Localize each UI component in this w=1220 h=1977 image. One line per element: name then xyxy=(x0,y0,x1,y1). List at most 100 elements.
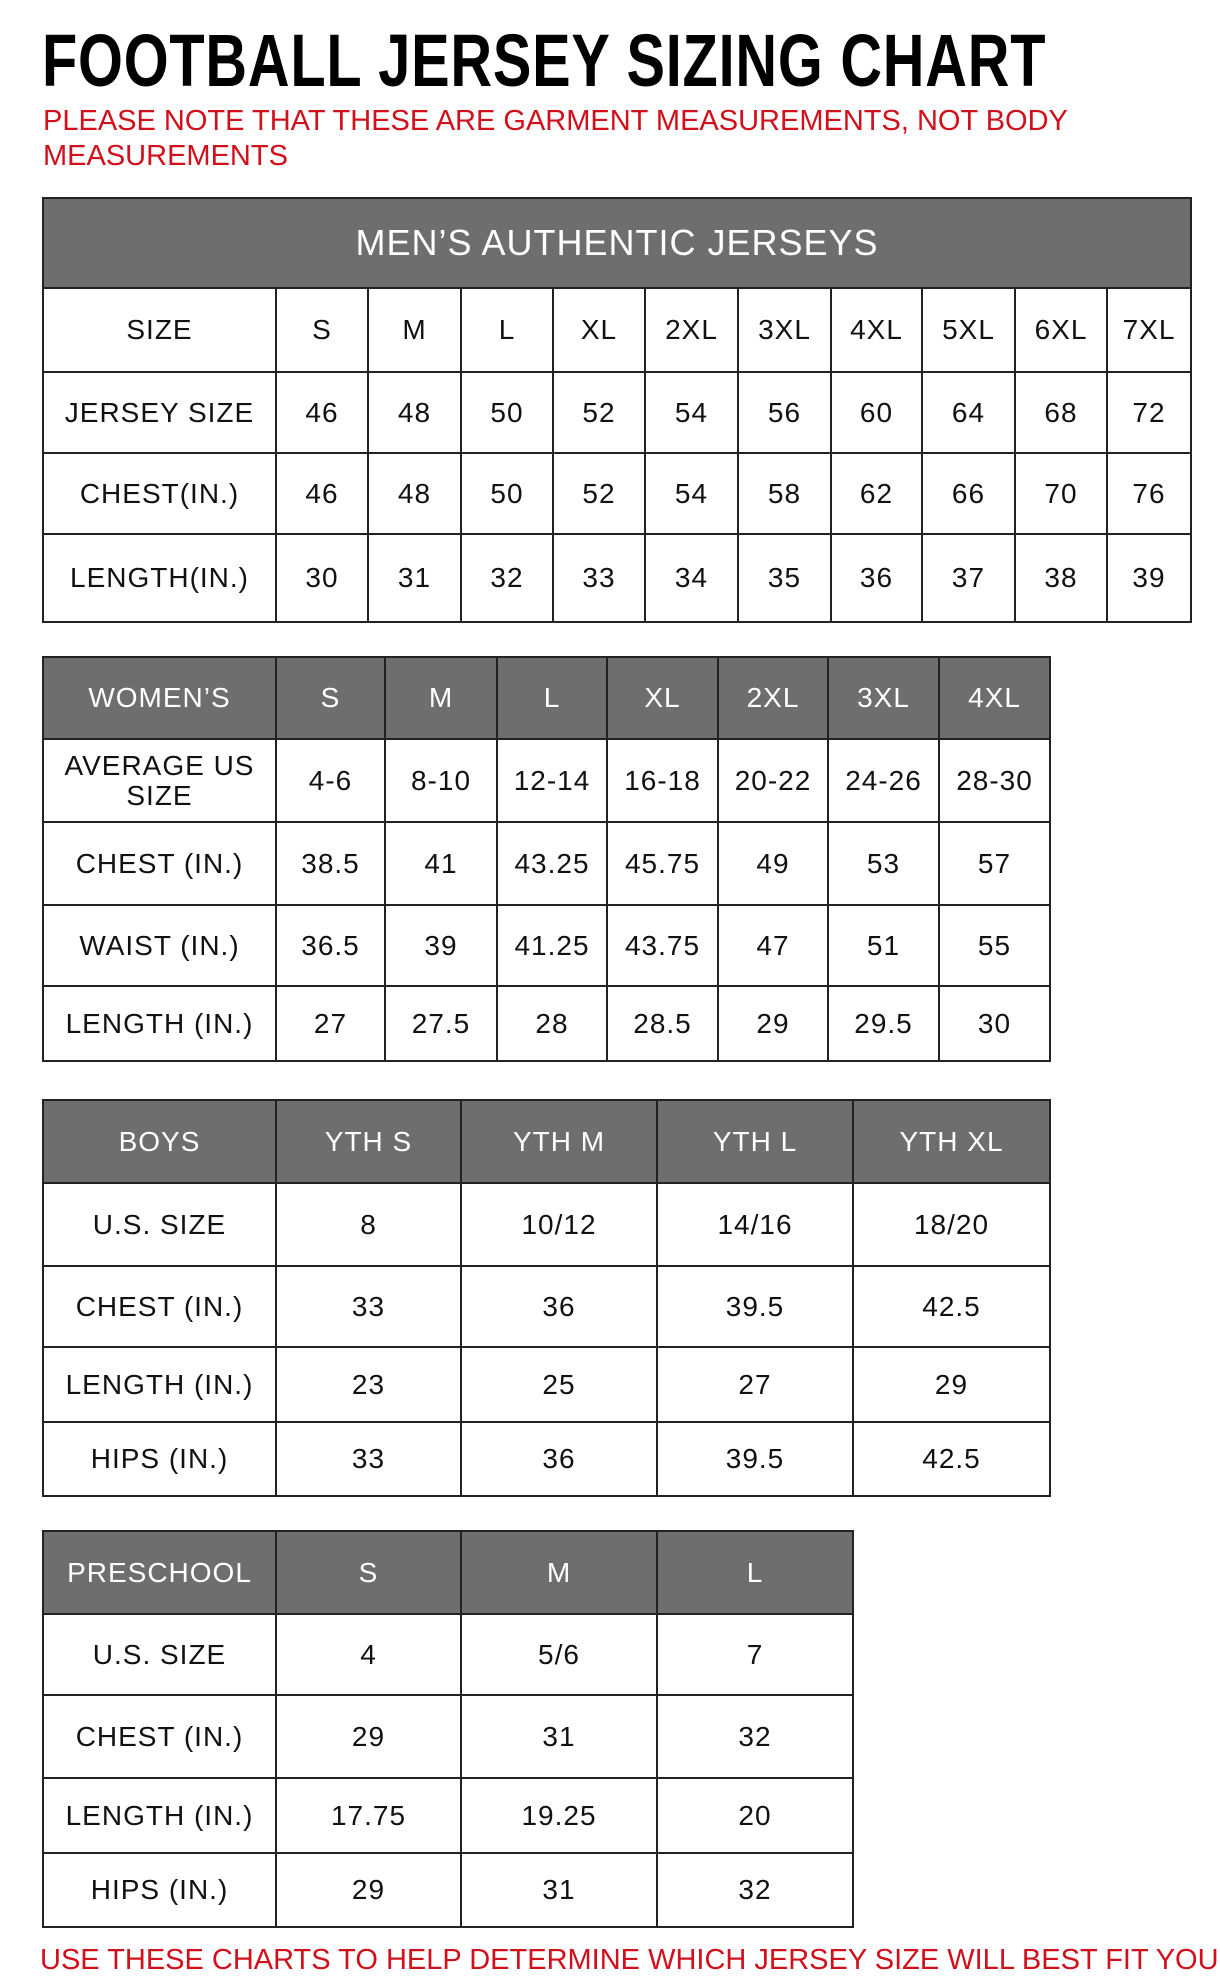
table-cell: 29 xyxy=(275,1852,462,1928)
column-header-size: S xyxy=(275,656,386,740)
table-header-row: SIZE S M L XL 2XL 3XL 4XL 5XL 6XL 7XL xyxy=(42,287,1193,373)
row-label: U.S. SIZE xyxy=(42,1182,277,1267)
column-header-size: L xyxy=(460,287,554,373)
table-cell: 29 xyxy=(852,1346,1051,1423)
womens-table: WOMEN’S S M L XL 2XL 3XL 4XL AVERAGE US SIZE 4-6 8… xyxy=(42,656,1051,1062)
row-label: LENGTH(IN.) xyxy=(42,533,277,623)
table-cell: 25 xyxy=(460,1346,658,1423)
table-cell: 8-10 xyxy=(384,738,498,823)
column-header-size: L xyxy=(656,1530,854,1615)
table-row: LENGTH(IN.) 30 31 32 33 34 35 36 37 38 39 xyxy=(42,533,1193,623)
row-label: CHEST (IN.) xyxy=(42,1694,277,1779)
garment-note: PLEASE NOTE THAT THESE ARE GARMENT MEASU… xyxy=(43,105,1068,172)
table-cell: 33 xyxy=(552,533,646,623)
table-cell: 36 xyxy=(460,1421,658,1497)
table-row: HIPS (IN.) 29 31 32 xyxy=(42,1852,854,1928)
table-cell: 52 xyxy=(552,452,646,535)
row-label: LENGTH (IN.) xyxy=(42,1346,277,1423)
table-cell: 4 xyxy=(275,1613,462,1696)
table-cell: 55 xyxy=(938,904,1051,987)
table-cell: 16-18 xyxy=(606,738,719,823)
table-cell: 24-26 xyxy=(827,738,940,823)
table-cell: 32 xyxy=(460,533,554,623)
column-header-size: S xyxy=(275,1530,462,1615)
table-cell: 10/12 xyxy=(460,1182,658,1267)
table-cell: 48 xyxy=(367,371,462,454)
table-cell: 39 xyxy=(1105,533,1193,623)
table-cell: 42.5 xyxy=(852,1421,1051,1497)
table-cell: 46 xyxy=(275,452,369,535)
table-header-row: WOMEN’S S M L XL 2XL 3XL 4XL xyxy=(42,656,1051,740)
table-header-row: BOYS YTH S YTH M YTH L YTH XL xyxy=(42,1099,1051,1184)
table-cell: 48 xyxy=(367,452,462,535)
table-cell: 54 xyxy=(644,371,739,454)
table-cell: 38 xyxy=(1014,533,1108,623)
table-cell: 50 xyxy=(460,371,554,454)
table-cell: 32 xyxy=(656,1852,854,1928)
column-header-label: PRESCHOOL xyxy=(42,1530,277,1615)
table-cell: 12-14 xyxy=(496,738,608,823)
table-cell: 17.75 xyxy=(275,1777,462,1854)
column-header-size: 2XL xyxy=(717,656,829,740)
footer-note: USE THESE CHARTS TO HELP DETERMINE WHICH… xyxy=(40,1944,1220,1976)
column-header-size: 7XL xyxy=(1105,287,1193,373)
boys-table: BOYS YTH S YTH M YTH L YTH XL U.S. SIZE 8 10/12… xyxy=(42,1099,1051,1497)
table-cell: 43.25 xyxy=(496,821,608,906)
column-header-size: M xyxy=(367,287,462,373)
table-row: U.S. SIZE 4 5/6 7 xyxy=(42,1613,854,1696)
table-cell: 62 xyxy=(830,452,923,535)
table-cell: 39.5 xyxy=(656,1265,854,1348)
table-cell: 30 xyxy=(275,533,369,623)
table-cell: 52 xyxy=(552,371,646,454)
table-cell: 42.5 xyxy=(852,1265,1051,1348)
table-row: CHEST (IN.) 29 31 32 xyxy=(42,1694,854,1779)
column-header-size: YTH S xyxy=(275,1099,462,1184)
column-header-size: L xyxy=(496,656,608,740)
table-cell: 45.75 xyxy=(606,821,719,906)
table-cell: 36 xyxy=(460,1265,658,1348)
column-header-size: M xyxy=(384,656,498,740)
table-caption: MEN’S AUTHENTIC JERSEYS xyxy=(41,197,1193,289)
table-cell: 29 xyxy=(275,1694,462,1779)
column-header-label: WOMEN’S xyxy=(42,656,277,740)
table-cell: 8 xyxy=(275,1182,462,1267)
table-cell: 34 xyxy=(644,533,739,623)
table-cell: 50 xyxy=(460,452,554,535)
table-cell: 37 xyxy=(921,533,1016,623)
table-row: CHEST (IN.) 33 36 39.5 42.5 xyxy=(42,1265,1051,1348)
table-cell: 68 xyxy=(1014,371,1108,454)
table-cell: 29 xyxy=(717,985,829,1062)
table-row: LENGTH (IN.) 23 25 27 29 xyxy=(42,1346,1051,1423)
table-cell: 27.5 xyxy=(384,985,498,1062)
table-cell: 56 xyxy=(737,371,832,454)
table-cell: 33 xyxy=(275,1421,462,1497)
row-label: HIPS (IN.) xyxy=(42,1852,277,1928)
column-header-size: YTH L xyxy=(656,1099,854,1184)
table-row: AVERAGE US SIZE 4-6 8-10 12-14 16-18 20-22 24-… xyxy=(42,738,1051,823)
row-label: LENGTH (IN.) xyxy=(42,985,277,1062)
table-cell: 72 xyxy=(1105,371,1193,454)
table-cell: 33 xyxy=(275,1265,462,1348)
row-label: U.S. SIZE xyxy=(42,1613,277,1696)
table-cell: 32 xyxy=(656,1694,854,1779)
table-cell: 28-30 xyxy=(938,738,1051,823)
table-row: CHEST(IN.) 46 48 50 52 54 58 62 66 70 76 xyxy=(42,452,1193,535)
table-cell: 29.5 xyxy=(827,985,940,1062)
column-header-label: SIZE xyxy=(42,287,277,373)
table-row: CHEST (IN.) 38.5 41 43.25 45.75 49 53 57 xyxy=(42,821,1051,906)
table-cell: 41 xyxy=(384,821,498,906)
column-header-label: BOYS xyxy=(42,1099,277,1184)
table-cell: 18/20 xyxy=(852,1182,1051,1267)
column-header-size: 3XL xyxy=(737,287,832,373)
column-header-size: 5XL xyxy=(921,287,1016,373)
table-cell: 54 xyxy=(644,452,739,535)
table-cell: 57 xyxy=(938,821,1051,906)
table-cell: 38.5 xyxy=(275,821,386,906)
table-cell: 47 xyxy=(717,904,829,987)
table-row: WAIST (IN.) 36.5 39 41.25 43.75 47 51 55 xyxy=(42,904,1051,987)
row-label: CHEST (IN.) xyxy=(42,821,277,906)
column-header-size: M xyxy=(460,1530,658,1615)
table-row: U.S. SIZE 8 10/12 14/16 18/20 xyxy=(42,1182,1051,1267)
table-cell: 39.5 xyxy=(656,1421,854,1497)
table-cell: 14/16 xyxy=(656,1182,854,1267)
